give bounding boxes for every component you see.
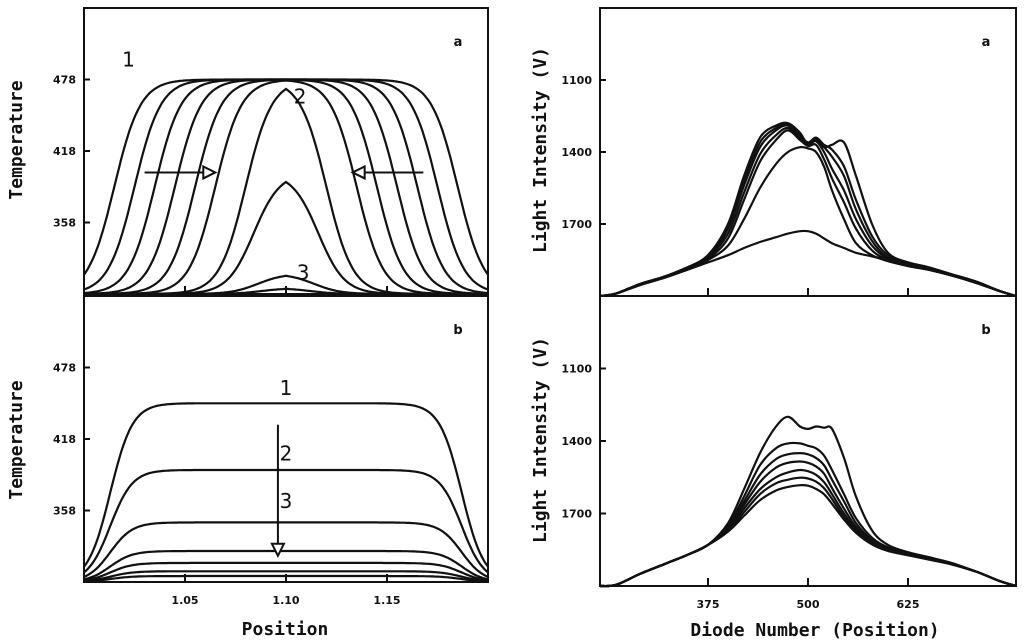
series-line [599,476,1017,588]
y-tick-label: 418 [53,433,76,446]
series-line [84,287,488,296]
series-line [83,402,489,568]
series-line [83,78,489,295]
series-line [599,126,1017,298]
temperature-panel-b: b 478 418 358 1.05 1.10 1.15 1 2 3 [53,295,489,607]
series-line [83,574,489,583]
series-line [599,122,1017,298]
left-bottom-ylabel: Temperature [6,380,27,499]
right-top-ylabel: Light Intensity (V) [530,47,551,253]
curve-label: 2 [294,84,307,108]
panel-label: a [454,35,463,50]
series-line [83,78,489,276]
panel-label: b [453,323,462,338]
y-tick-label: 1700 [561,218,592,231]
plot-frame [599,7,1017,297]
series-line [599,468,1017,588]
x-tick-label: 625 [897,598,920,611]
series-line [599,145,1017,298]
annotation-arrow-head [202,164,218,181]
panel-label: b [981,323,990,338]
x-tick-label: 1.15 [373,594,400,607]
light-intensity-panel-b: b 1100 1400 1700 375 500 625 [561,295,1017,611]
x-tick-label: 375 [697,598,720,611]
panel-label: a [982,35,991,50]
plot-frame [599,295,1017,587]
series-line [599,415,1017,588]
annotation-arrow-head [270,542,286,559]
series-line [83,78,489,296]
series-line [83,549,489,581]
y-tick-label: 478 [53,362,76,375]
y-tick-label: 1400 [561,435,592,448]
x-tick-label: 1.10 [272,594,299,607]
series-line [599,451,1017,588]
y-tick-label: 478 [53,74,76,87]
curve-label: 1 [280,376,293,400]
right-bottom-ylabel: Light Intensity (V) [530,337,551,543]
series-line [599,124,1017,298]
series-line [83,561,489,582]
plot-frame [83,295,489,583]
y-tick-label: 1100 [561,363,592,376]
series-line [83,468,489,574]
y-tick-label: 358 [53,505,76,518]
y-tick-label: 418 [53,145,76,158]
y-tick-label: 1400 [561,146,592,159]
series-line [83,78,489,291]
x-tick-label: 500 [797,598,820,611]
right-xlabel: Diode Number (Position) [690,620,939,641]
curve-label: 3 [297,261,310,285]
series-line [599,229,1017,298]
series-line [83,570,489,583]
series-line [599,460,1017,588]
y-tick-label: 1100 [561,74,592,87]
curve-label: 3 [280,489,293,513]
series-line [84,87,488,296]
series-line [599,484,1017,588]
series-line [84,78,488,295]
x-tick-label: 1.05 [171,594,198,607]
light-intensity-panel-a: a 1100 1400 1700 [561,7,1017,298]
y-tick-label: 358 [53,217,76,230]
series-line [83,521,489,578]
series-line [84,79,488,296]
temperature-panel-a: a 478 418 358 1 2 3 [53,7,489,296]
series-line [84,180,488,296]
curve-label: 1 [122,47,135,71]
left-xlabel: Position [242,619,329,640]
annotation-arrow-head [350,164,366,181]
y-tick-label: 1700 [561,508,592,521]
left-top-ylabel: Temperature [6,80,27,199]
series-line [599,129,1017,298]
curve-label: 2 [280,441,293,465]
